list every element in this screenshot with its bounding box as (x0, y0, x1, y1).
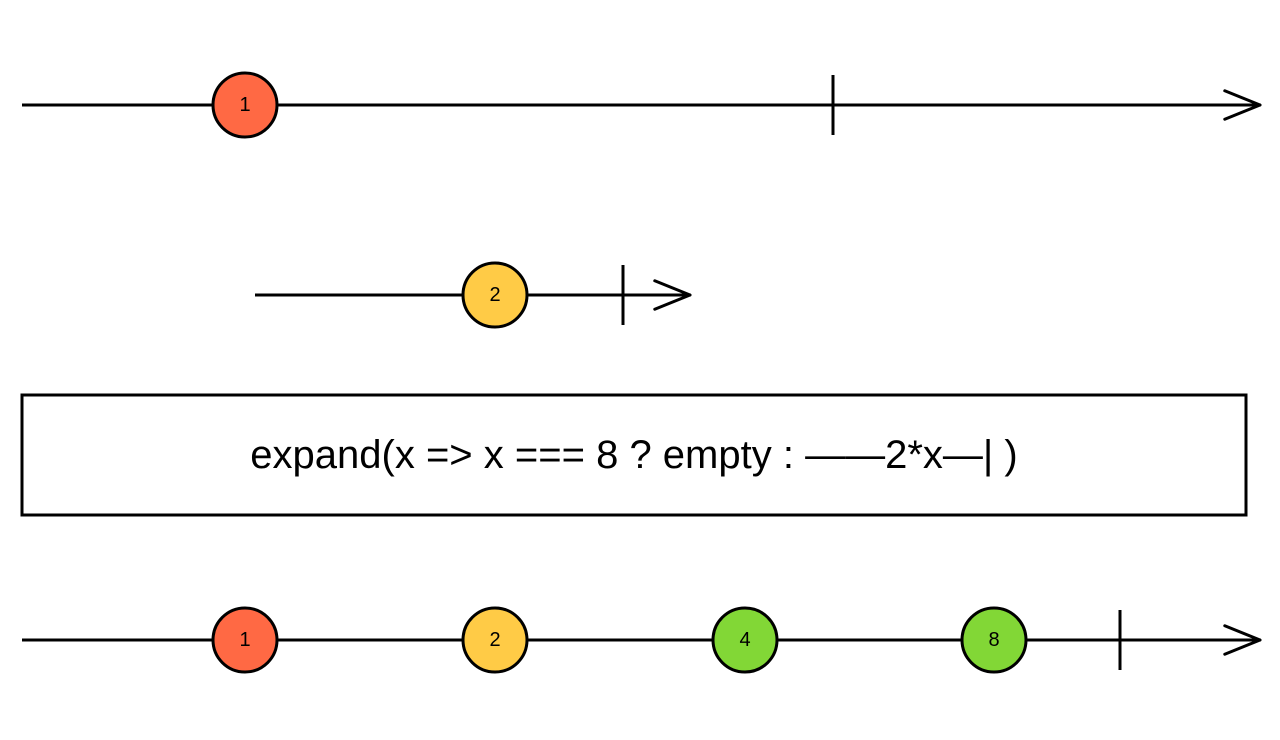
timeline-output-marble-0: 1 (213, 608, 277, 672)
timeline-output-marble-2: 4 (713, 608, 777, 672)
timeline-output-marble-0-label: 1 (239, 629, 250, 651)
timeline-inner-marble-0-label: 2 (489, 284, 500, 306)
timeline-output-marble-2-label: 4 (739, 629, 750, 651)
timeline-source-marble-0-label: 1 (239, 94, 250, 116)
timeline-output-marble-3-label: 8 (988, 629, 999, 651)
timeline-output-marble-1: 2 (463, 608, 527, 672)
operator-text: expand(x => x === 8 ? empty : ——2*x—| ) (250, 433, 1017, 477)
timeline-output-marble-3: 8 (962, 608, 1026, 672)
timeline-output-marble-1-label: 2 (489, 629, 500, 651)
timeline-source-marble-0: 1 (213, 73, 277, 137)
timeline-inner-marble-0: 2 (463, 263, 527, 327)
canvas-background (0, 0, 1280, 740)
